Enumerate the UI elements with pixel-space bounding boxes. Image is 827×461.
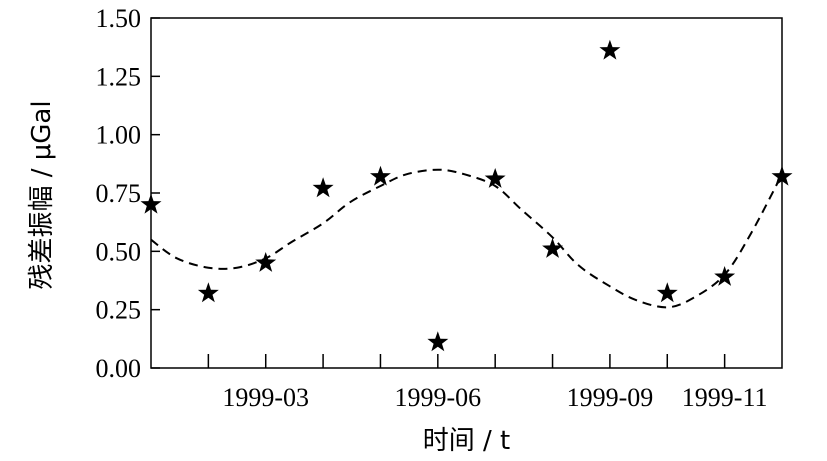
data-point-star <box>255 252 277 272</box>
y-tick-label: 0.00 <box>96 354 142 383</box>
y-tick-label: 1.50 <box>96 4 142 33</box>
data-point-star <box>312 177 334 198</box>
data-point-star <box>370 165 391 186</box>
data-point-star <box>714 266 736 286</box>
y-tick-label: 0.50 <box>96 237 142 266</box>
data-point-star <box>197 282 219 303</box>
x-axis-title: 时间 / t <box>423 426 510 456</box>
y-tick-label: 0.75 <box>96 179 142 208</box>
x-tick-label: 1999-09 <box>567 383 654 412</box>
data-point-star <box>140 193 162 214</box>
data-point-star <box>656 282 678 303</box>
data-point-star <box>771 165 793 186</box>
plot-border <box>150 17 783 369</box>
y-tick-label: 0.25 <box>96 296 142 325</box>
data-point-star <box>599 39 621 60</box>
x-tick-label: 1999-06 <box>394 383 481 412</box>
data-point-star <box>484 168 506 188</box>
data-points-layer <box>140 39 793 352</box>
plot-frame <box>150 17 783 369</box>
x-tick-label: 1999-03 <box>222 383 309 412</box>
fit-curve <box>150 168 783 309</box>
y-tick-label: 1.00 <box>96 121 142 150</box>
y-axis-title: 残差振幅 / μGal <box>27 100 57 289</box>
x-tick-label: 1999-11 <box>682 383 768 412</box>
data-point-star <box>427 331 449 352</box>
data-point-star <box>542 238 563 258</box>
y-axis-ticks: 0.00 0.25 0.50 0.75 1.00 1.25 1.50 <box>96 4 160 383</box>
x-axis-ticks: 1999-03 1999-06 1999-09 1999-11 <box>207 354 768 412</box>
fit-curve-layer <box>150 168 783 309</box>
y-tick-label: 1.25 <box>96 62 142 91</box>
